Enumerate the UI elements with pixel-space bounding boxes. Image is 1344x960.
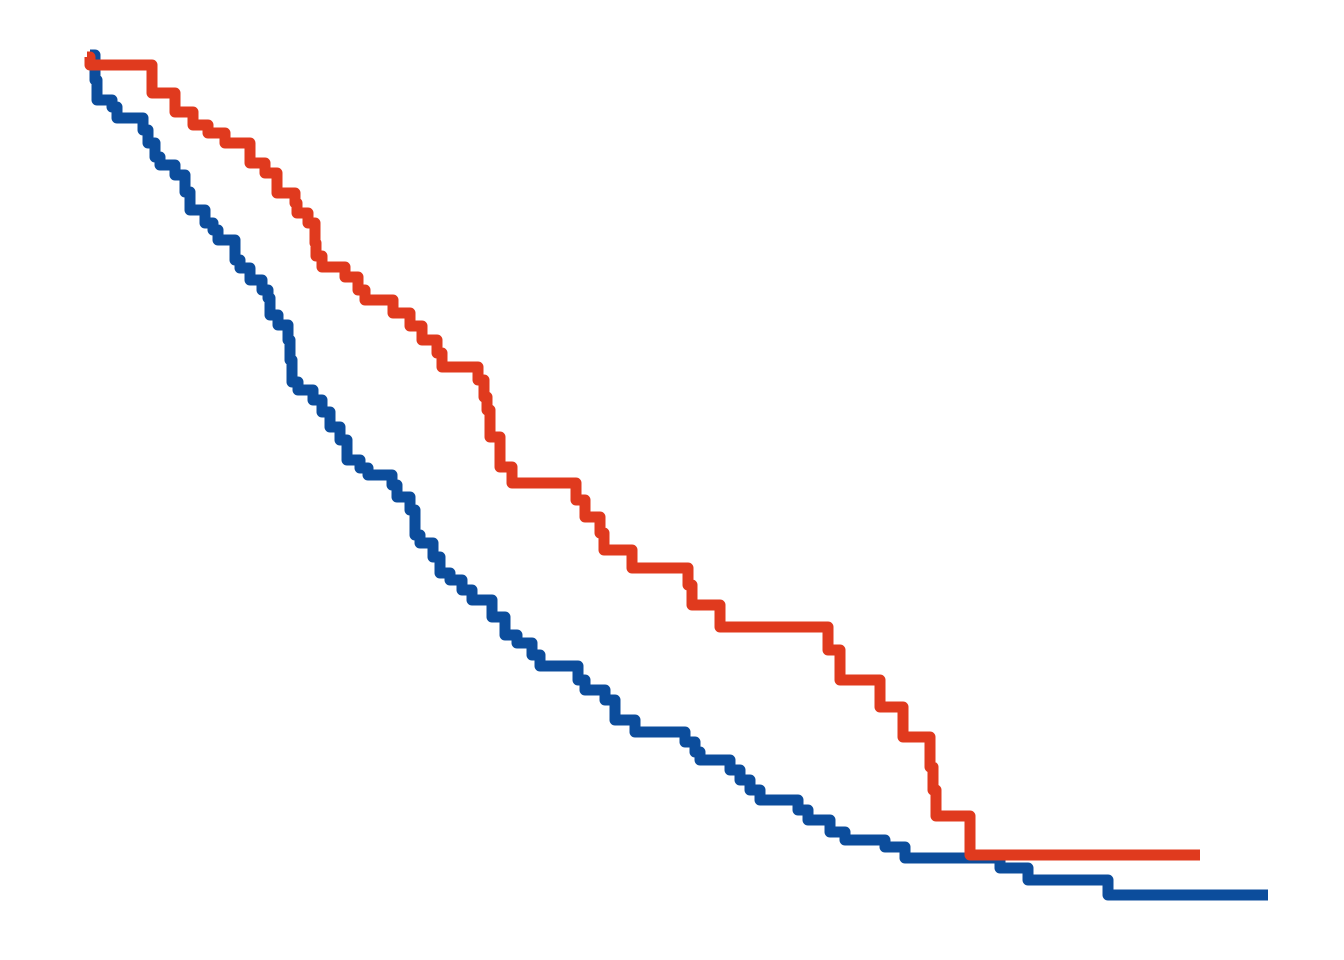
step-line [89,49,1268,901]
step-line [84,51,1200,861]
